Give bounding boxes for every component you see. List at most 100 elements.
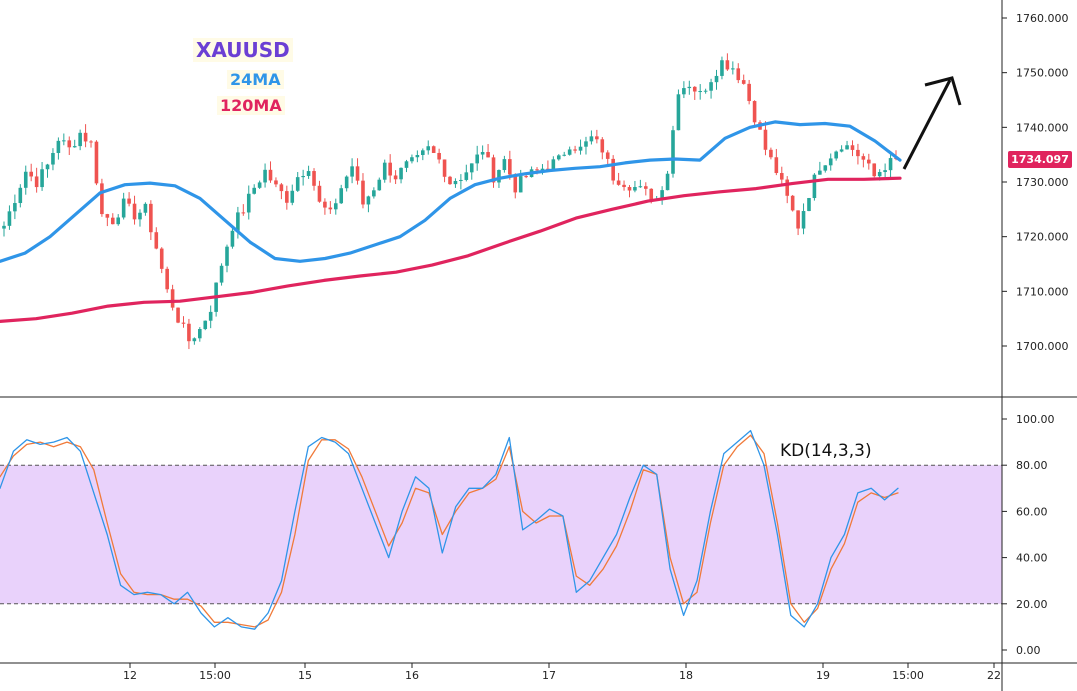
- candle-body: [295, 177, 300, 191]
- x-tick-label: 17: [542, 669, 556, 682]
- candle-body: [812, 174, 817, 199]
- candle-body: [551, 159, 556, 171]
- candle-body: [116, 217, 121, 225]
- candle-body: [344, 176, 349, 189]
- candle-body: [725, 60, 730, 70]
- candle-body: [72, 146, 77, 148]
- candle-body: [687, 86, 692, 89]
- price-tick-label: 1720.000: [1016, 231, 1069, 244]
- candle-body: [796, 210, 800, 229]
- candle-body: [328, 207, 333, 210]
- candle-body: [94, 141, 99, 184]
- candle-body: [867, 159, 871, 164]
- candle-body: [888, 158, 893, 171]
- candle-body: [508, 159, 512, 175]
- candle-body: [159, 248, 164, 269]
- kd-tick-label: 100.00: [1016, 413, 1055, 426]
- candle-body: [127, 198, 131, 204]
- kd-d-line: [0, 434, 899, 628]
- candle-body: [51, 153, 55, 165]
- candle-body: [856, 149, 860, 157]
- kd-band-fill: [0, 465, 1002, 604]
- ma120-line: [0, 176, 902, 323]
- candle-body: [290, 190, 295, 203]
- candle-body: [459, 179, 463, 181]
- candle-body: [578, 146, 583, 151]
- candle-body: [584, 141, 588, 147]
- candle-body: [18, 187, 23, 204]
- candle-body: [246, 193, 251, 213]
- candle-body: [138, 212, 142, 220]
- candle-body: [698, 91, 702, 93]
- candle-body: [513, 174, 518, 193]
- candle-body: [769, 149, 773, 158]
- candle-body: [165, 268, 169, 290]
- candle-body: [442, 159, 447, 177]
- candle-body: [540, 168, 545, 171]
- candle-body: [366, 196, 371, 205]
- kd-tick-label: 0.00: [1016, 644, 1041, 657]
- candle-body: [644, 186, 648, 189]
- candle-body: [807, 198, 811, 212]
- kd-tick-label: 20.00: [1016, 598, 1048, 611]
- x-tick-label: 12: [123, 669, 137, 682]
- symbol-label: XAUUSD: [193, 38, 293, 62]
- candle-body: [100, 183, 104, 215]
- candle-body: [225, 246, 229, 266]
- candle-body: [410, 157, 414, 162]
- candle-body: [692, 86, 697, 92]
- candle-body: [279, 184, 284, 192]
- forecast-arrow-icon: [902, 76, 962, 170]
- candle-body: [736, 68, 741, 81]
- candle-body: [502, 159, 507, 171]
- candle-body: [752, 101, 757, 123]
- candle-body: [779, 173, 784, 180]
- candle-body: [774, 157, 779, 174]
- candle-body: [83, 132, 88, 142]
- candle-body: [475, 154, 479, 164]
- candle-body: [605, 152, 610, 159]
- candle-body: [627, 187, 632, 191]
- candle-body: [236, 212, 240, 231]
- candle-body: [801, 211, 806, 229]
- candle-body: [638, 186, 643, 188]
- price-tick-label: 1760.000: [1016, 12, 1069, 25]
- candle-body: [703, 90, 708, 92]
- candle-body: [665, 173, 670, 191]
- candle-body: [121, 198, 126, 218]
- candle-body: [241, 212, 246, 214]
- x-tick-label: 22: [987, 669, 1001, 682]
- candle-body: [491, 157, 496, 183]
- candle-body: [518, 176, 523, 193]
- candle-body: [741, 80, 746, 84]
- candle-body: [649, 188, 654, 200]
- candle-body: [176, 307, 180, 323]
- candle-body: [469, 163, 474, 173]
- candle-body: [883, 170, 887, 173]
- candle-body: [785, 179, 790, 196]
- candle-body: [524, 176, 528, 178]
- candle-body: [67, 140, 72, 148]
- candle-body: [818, 170, 822, 175]
- candle-body: [404, 161, 409, 168]
- candle-body: [448, 176, 452, 185]
- candle-body: [263, 169, 267, 183]
- candle-body: [268, 169, 273, 181]
- candle-body: [567, 149, 572, 155]
- candle-body: [861, 156, 866, 160]
- price-tick-label: 1710.000: [1016, 285, 1069, 298]
- price-tick-label: 1700.000: [1016, 340, 1069, 353]
- x-tick-label: 15:00: [199, 669, 231, 682]
- candle-body: [361, 180, 365, 205]
- ma120-legend: 120MA: [217, 96, 285, 115]
- tick-labels-layer: 1760.0001750.0001740.0001730.0001720.000…: [123, 12, 1069, 682]
- candle-body: [323, 201, 327, 208]
- candle-body: [317, 185, 322, 202]
- candle-body: [616, 180, 621, 185]
- candles-layer: [2, 53, 898, 350]
- candle-body: [611, 158, 615, 181]
- candle-body: [7, 211, 12, 226]
- candle-body: [203, 320, 208, 330]
- candle-body: [29, 171, 33, 177]
